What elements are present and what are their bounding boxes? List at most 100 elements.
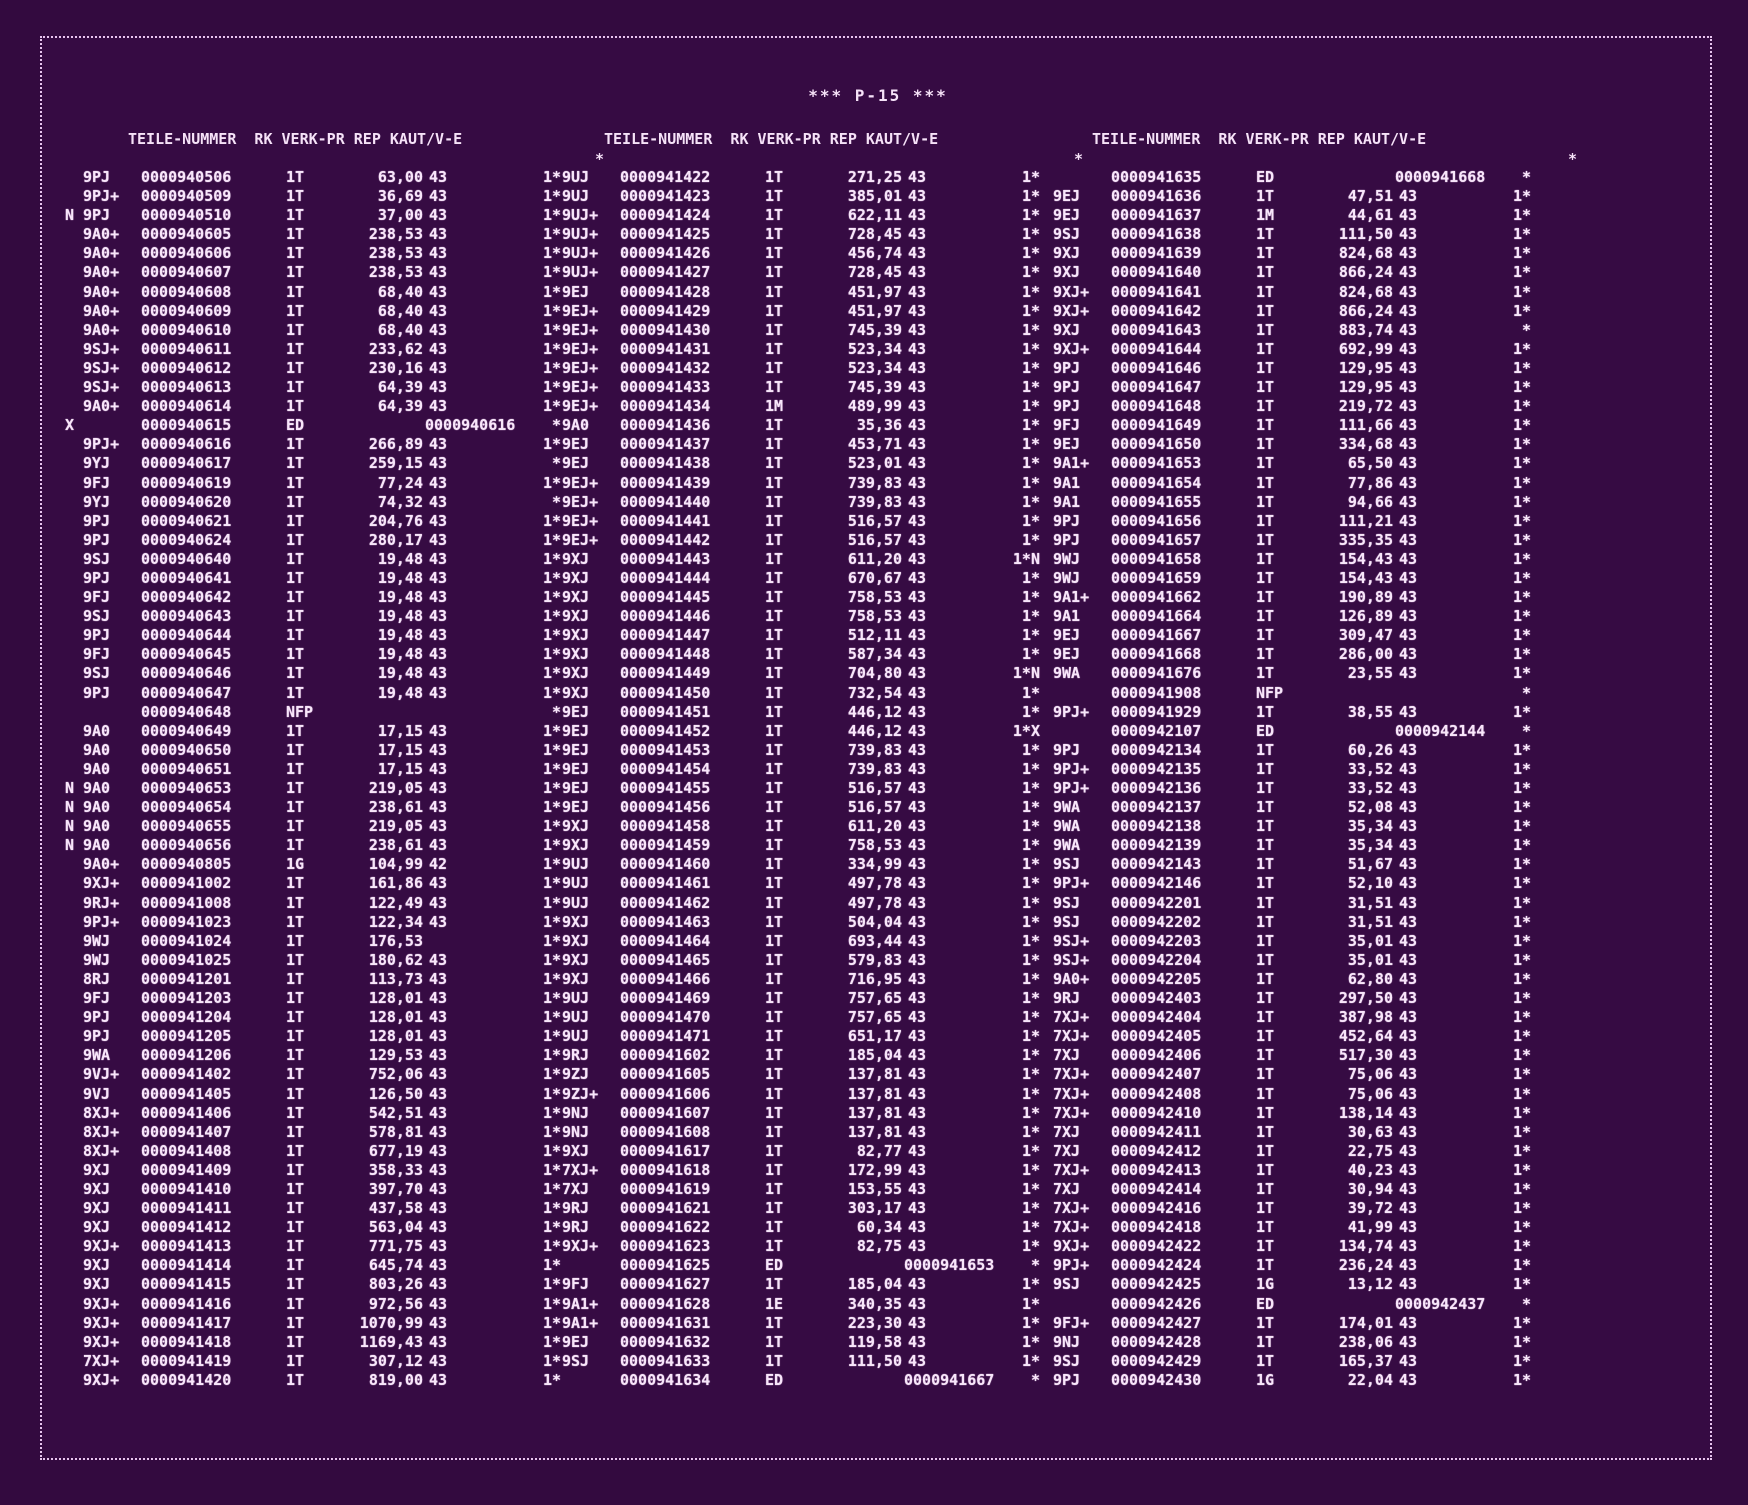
row-rk: 1T: [1256, 1218, 1275, 1237]
row-part-number: 0000941413: [141, 1237, 232, 1256]
row-rk: 1T: [765, 893, 784, 912]
row-rk: 1T: [1256, 225, 1275, 244]
row-code: 9XJ: [562, 931, 590, 950]
row-rk: 1T: [765, 1313, 784, 1332]
row-part-number: 0000941447: [620, 626, 711, 645]
row-kaut: 1*: [1512, 1122, 1531, 1141]
row-code: 9PJ: [83, 1027, 111, 1046]
row-code: 9A0+: [83, 320, 120, 339]
row-price: 219,72: [1338, 397, 1393, 416]
row-kaut: 1*: [1512, 626, 1531, 645]
row-kaut: 1*: [542, 320, 561, 339]
row-rk: 1T: [765, 836, 784, 855]
row-price: 397,70: [368, 1179, 423, 1198]
row-part-number: 0000941623: [620, 1237, 711, 1256]
row-part-number: 0000941640: [1111, 263, 1202, 282]
row-kaut: 1*: [1021, 969, 1040, 988]
row-price: 185,04: [847, 1275, 902, 1294]
row-code: 9FJ: [83, 645, 111, 664]
row-part-number: 0000941635: [1111, 168, 1202, 186]
row-code: 9A0: [83, 779, 111, 797]
row-kaut: 1*: [542, 1275, 561, 1294]
row-code: 9XJ: [562, 836, 590, 855]
row-code: 7XJ+: [1053, 1218, 1090, 1237]
row-rep: 43: [1399, 301, 1418, 320]
row-kaut: 1*: [1021, 989, 1040, 1008]
row-rk: 1T: [286, 244, 305, 263]
row-code: 9XJ+: [83, 1332, 120, 1351]
row-code: 9XJ: [562, 549, 590, 568]
row-reference: 0000941668: [1395, 168, 1486, 186]
row-part-number: 0000941618: [620, 1160, 711, 1179]
row-rk: 1T: [1256, 1237, 1275, 1256]
row-code: 9A1: [1053, 607, 1081, 626]
row-rk: 1T: [286, 721, 305, 740]
row-rep: 43: [1399, 1370, 1418, 1389]
row-price: 33,52: [1347, 759, 1393, 778]
row-rk: 1T: [1256, 1179, 1275, 1198]
row-part-number: 0000940613: [141, 378, 232, 397]
row-price: 17,15: [377, 721, 423, 740]
row-code: 7XJ+: [1053, 1065, 1090, 1084]
row-price: 758,53: [847, 836, 902, 855]
row-rep: 43: [908, 1237, 927, 1256]
row-kaut: 1*: [542, 1027, 561, 1046]
row-rep: 43: [1399, 779, 1418, 797]
row-code: 9UJ+: [562, 206, 599, 225]
row-price: 204,76: [368, 511, 423, 530]
row-rk: 1T: [765, 779, 784, 797]
row-rk: 1T: [765, 798, 784, 817]
row-part-number: 0000941416: [141, 1294, 232, 1313]
row-kaut: 1*: [542, 989, 561, 1008]
row-kaut: 1*: [542, 206, 561, 225]
row-part-number: 0000941439: [620, 473, 711, 492]
row-kaut: 1*: [542, 855, 561, 874]
row-code: 9EJ: [562, 721, 590, 740]
row-code: 9XJ+: [83, 1237, 120, 1256]
row-code: 9XJ+: [562, 1237, 599, 1256]
row-rk: 1T: [765, 263, 784, 282]
row-code: 9UJ: [562, 168, 590, 186]
row-code: 9XJ+: [1053, 282, 1090, 301]
row-part-number: 0000940509: [141, 187, 232, 206]
row-part-number: 0000941648: [1111, 397, 1202, 416]
row-price: 30,94: [1347, 1179, 1393, 1198]
row-code: 9A0+: [83, 855, 120, 874]
row-rep: 43: [429, 1008, 448, 1027]
row-rep: 43: [1399, 1199, 1418, 1218]
row-part-number: 0000941432: [620, 358, 711, 377]
row-part-number: 0000940646: [141, 664, 232, 683]
row-rk: 1T: [765, 435, 784, 454]
row-price: 516,57: [847, 779, 902, 797]
row-kaut: 1*: [542, 645, 561, 664]
row-rep: 43: [429, 1160, 448, 1179]
row-kaut: 1*: [1021, 893, 1040, 912]
row-code: 9EJ: [562, 702, 590, 721]
row-rep: 43: [429, 912, 448, 931]
row-rep: 43: [429, 836, 448, 855]
row-rk: 1T: [1256, 358, 1275, 377]
row-code: 9A1+: [562, 1294, 599, 1313]
row-rk: 1T: [1256, 1122, 1275, 1141]
row-rep: 43: [429, 568, 448, 587]
row-kaut: 1*: [542, 1294, 561, 1313]
row-rep: 43: [908, 798, 927, 817]
row-rk: 1T: [1256, 702, 1275, 721]
row-part-number: 0000941465: [620, 950, 711, 969]
row-part-number: 0000942404: [1111, 1008, 1202, 1027]
row-price: 758,53: [847, 588, 902, 607]
row-part-number: 0000942107: [1111, 721, 1202, 740]
row-kaut: 1*: [542, 931, 561, 950]
row-rep: 43: [1399, 511, 1418, 530]
row-code: 9RJ: [1053, 989, 1081, 1008]
row-flag: N: [65, 206, 75, 225]
row-code: 9FJ+: [1053, 1313, 1090, 1332]
row-rk: 1T: [286, 950, 305, 969]
row-kaut: *: [1521, 168, 1531, 186]
row-code: 9UJ: [562, 187, 590, 206]
row-price: 190,89: [1338, 588, 1393, 607]
row-code: 9PJ+: [83, 435, 120, 454]
row-part-number: 0000942427: [1111, 1313, 1202, 1332]
row-part-number: 0000941649: [1111, 416, 1202, 435]
row-price: 64,39: [377, 397, 423, 416]
